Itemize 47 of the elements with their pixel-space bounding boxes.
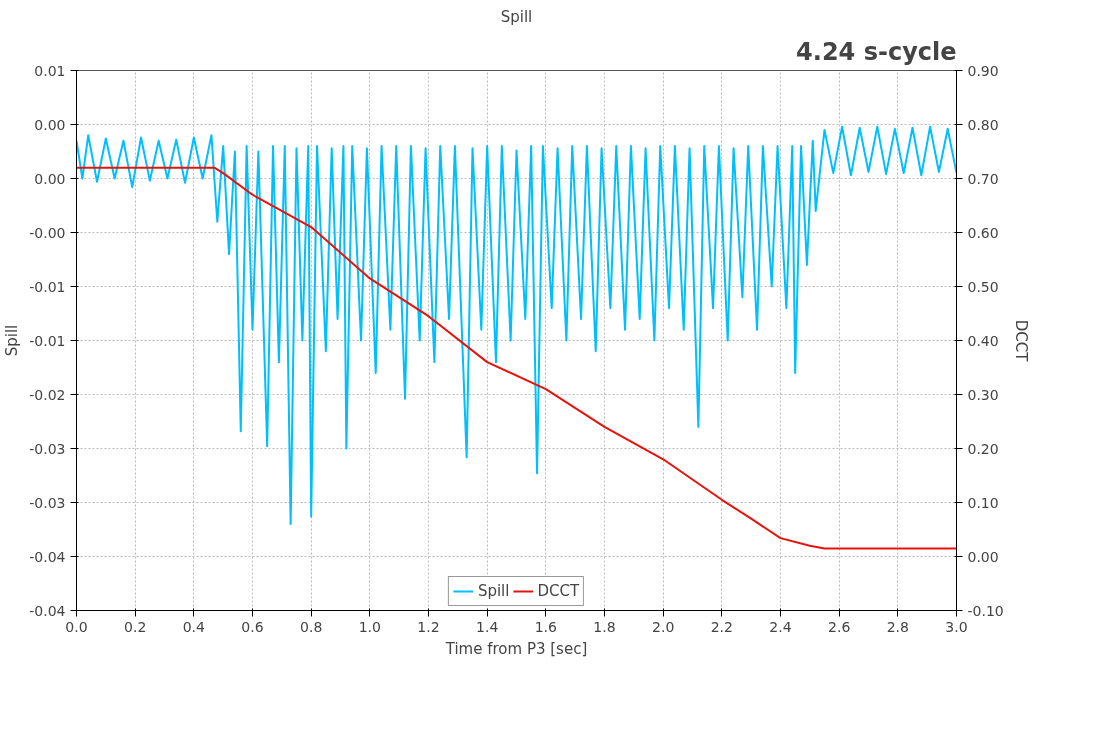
- x-tick-label: 3.0: [945, 618, 968, 635]
- x-tick-label: 0.0: [65, 618, 88, 635]
- line-series: [76, 125, 957, 526]
- y-tick-label: 0.00: [34, 170, 66, 187]
- y2-tick-label: 0.40: [967, 332, 999, 349]
- y-tick-label: -0.04: [29, 602, 66, 619]
- y-tick-label: 0.00: [34, 116, 66, 133]
- y2-tick-label: 0.20: [967, 440, 999, 457]
- x-tick-label: 1.4: [476, 618, 499, 635]
- x-tick-label: 0.8: [300, 618, 323, 635]
- line-series: [76, 166, 957, 550]
- y2-tick-label: 0.80: [967, 116, 999, 133]
- y-axis-title: Spill: [3, 324, 22, 357]
- y-tick-label: -0.00: [29, 224, 66, 241]
- x-tick-label: 2.8: [886, 618, 909, 635]
- y-tick-label: -0.01: [29, 278, 66, 295]
- x-tick-label: 1.2: [417, 618, 440, 635]
- text: 4.24 s-cycle: [796, 37, 957, 66]
- y2-tick-label: 0.70: [967, 170, 999, 187]
- x-tick-label: 0.2: [124, 618, 147, 635]
- y2-tick-label: 0.30: [967, 386, 999, 403]
- y2-tick-label: 0.00: [967, 548, 999, 565]
- x-tick-label: 2.2: [710, 618, 733, 635]
- legend-label: Spill: [477, 582, 510, 600]
- y-tick-label: -0.04: [29, 548, 66, 565]
- y-tick-label: -0.02: [29, 386, 66, 403]
- x-axis-title: Time from P3 [sec]: [444, 639, 588, 658]
- y2-tick-label: 0.90: [967, 62, 999, 79]
- chart-title: Spill: [500, 7, 533, 26]
- x-tick-label: 1.8: [593, 618, 616, 635]
- legend-label: DCCT: [537, 582, 580, 600]
- x-tick-label: 1.6: [534, 618, 558, 635]
- y-tick-label: 0.01: [34, 62, 66, 79]
- y2-tick-label: 0.60: [967, 224, 999, 241]
- y2-tick-label: 0.10: [967, 494, 999, 511]
- y-tick-label: -0.03: [29, 440, 66, 457]
- y2-tick-label: 0.50: [967, 278, 999, 295]
- x-tick-label: 0.6: [241, 618, 264, 635]
- x-tick-label: 1.0: [358, 618, 381, 635]
- x-tick-label: 2.0: [652, 618, 675, 635]
- x-tick-label: 2.4: [769, 618, 792, 635]
- x-tick-label: 0.4: [182, 618, 206, 635]
- y-tick-label: -0.01: [29, 332, 66, 349]
- y-tick-label: -0.03: [29, 494, 66, 511]
- x-tick-label: 2.6: [828, 618, 851, 635]
- y2-axis-title: DCCT: [1011, 319, 1030, 363]
- y2-tick-label: -0.10: [967, 602, 1004, 619]
